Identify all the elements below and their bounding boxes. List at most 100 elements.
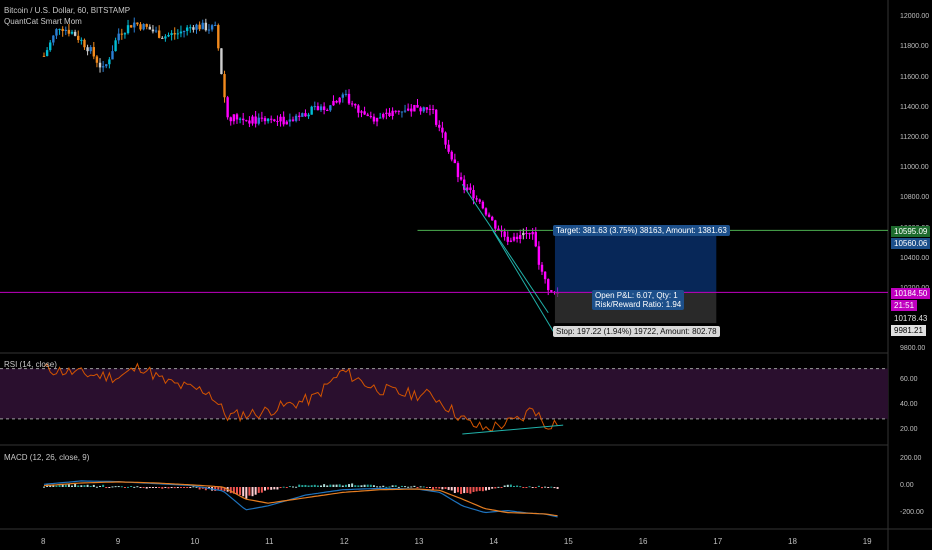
- trendline-lower[interactable]: [491, 229, 557, 336]
- macd-panel: [43, 480, 559, 518]
- macd-histogram-bar: [394, 485, 397, 487]
- macd-histogram-bar: [111, 486, 114, 488]
- rsi-panel: [0, 362, 888, 435]
- macd-histogram-bar: [351, 483, 354, 487]
- candle-body: [434, 109, 438, 125]
- candle-body: [453, 159, 457, 164]
- candle-body: [80, 39, 83, 41]
- candle-body: [279, 116, 282, 122]
- candle-body: [77, 35, 80, 41]
- candle-body: [49, 42, 52, 51]
- candle-body: [105, 64, 108, 67]
- macd-histogram-bar: [155, 487, 158, 488]
- macd-histogram-bar: [58, 485, 61, 487]
- rsi-line: [43, 362, 559, 432]
- price-tick-label: 10800.00: [900, 194, 930, 202]
- macd-histogram-bar: [506, 484, 509, 487]
- candle-body: [369, 116, 373, 118]
- macd-histogram-bar: [469, 487, 472, 494]
- macd-histogram-bar: [61, 484, 64, 487]
- candle-body: [70, 31, 74, 34]
- price-tick-label: 12000.00: [900, 13, 930, 21]
- macd-histogram-bar: [142, 487, 145, 488]
- macd-histogram-bar: [195, 486, 198, 488]
- macd-histogram-bar: [435, 487, 438, 489]
- macd-histogram-bar: [450, 487, 453, 491]
- countdown-tag: 21:51: [891, 300, 918, 311]
- price-tick-label: 10400.00: [900, 254, 930, 262]
- target-info-box[interactable]: Target: 381.63 (3.75%) 38163, Amount: 13…: [553, 225, 730, 236]
- candle-body: [129, 25, 133, 28]
- stop-info-box[interactable]: Stop: 197.22 (1.94%) 19722, Amount: 802.…: [553, 326, 720, 337]
- candle-body: [329, 105, 332, 111]
- macd-histogram-bar: [145, 487, 148, 489]
- macd-histogram-bar: [263, 487, 266, 491]
- candle-body: [117, 33, 120, 41]
- price-tag-10178: 10178.43: [891, 313, 931, 324]
- macd-histogram-bar: [500, 487, 503, 488]
- target-zone[interactable]: [554, 230, 717, 293]
- candle-body: [170, 33, 173, 35]
- candle-body: [189, 27, 192, 29]
- rsi-divergence-line[interactable]: [462, 424, 564, 435]
- candle-body: [388, 112, 391, 116]
- macd-histogram-bar: [288, 486, 291, 488]
- macd-histogram-bar: [475, 487, 478, 492]
- candle-body: [185, 27, 189, 31]
- candle-body: [133, 22, 136, 28]
- macd-histogram-bar: [556, 487, 559, 489]
- macd-histogram-bar: [89, 485, 92, 487]
- macd-histogram-bar: [242, 487, 245, 497]
- candle-body: [101, 66, 105, 68]
- macd-histogram-bar: [83, 485, 86, 487]
- macd-histogram-bar: [379, 486, 382, 488]
- candle-body: [192, 27, 195, 30]
- pnl-info-box[interactable]: Open P&L: 6.07, Qty: 1 Risk/Reward Ratio…: [592, 290, 685, 310]
- macd-tick-label: -200.00: [900, 508, 924, 516]
- macd-histogram-bar: [478, 487, 481, 491]
- candle-body: [450, 151, 453, 160]
- candle-body: [223, 74, 226, 98]
- time-tick-label: 16: [638, 537, 648, 546]
- candle-body: [288, 119, 292, 122]
- candle-body: [375, 117, 379, 122]
- time-tick-label: 15: [563, 537, 573, 546]
- candle-body: [354, 103, 357, 106]
- macd-histogram-bar: [151, 487, 154, 488]
- candle-body: [167, 34, 170, 37]
- price-tick-label: 11800.00: [900, 43, 929, 51]
- macd-histogram-bar: [161, 487, 164, 489]
- trendline-upper[interactable]: [461, 184, 549, 313]
- candle-body: [142, 24, 145, 30]
- candle-body: [254, 116, 257, 124]
- candle-body: [55, 29, 58, 36]
- macd-histogram-bar: [519, 486, 522, 488]
- candle-body: [139, 24, 142, 30]
- macd-histogram-bar: [416, 487, 419, 488]
- candle-body: [385, 112, 388, 114]
- candle-body: [136, 22, 139, 25]
- macd-histogram-bar: [447, 487, 450, 490]
- macd-histogram-bar: [292, 486, 294, 488]
- macd-histogram-bar: [282, 486, 285, 488]
- candle-body: [444, 132, 447, 145]
- position-tool[interactable]: [0, 184, 888, 336]
- candle-body: [431, 108, 435, 110]
- candle-body: [89, 47, 92, 52]
- candle-body: [92, 47, 95, 57]
- macd-histogram-bar: [320, 485, 323, 487]
- candle-body: [235, 114, 239, 120]
- candle-body: [213, 25, 217, 27]
- macd-histogram-bar: [164, 487, 167, 488]
- candle-body: [466, 187, 469, 190]
- macd-histogram-bar: [481, 487, 484, 492]
- candle-body: [45, 50, 49, 56]
- macd-histogram-bar: [466, 487, 469, 493]
- macd-histogram-bar: [279, 487, 282, 488]
- candle-body: [108, 59, 111, 65]
- macd-histogram-bar: [130, 486, 133, 488]
- candle-body: [447, 144, 450, 152]
- candle-body: [459, 177, 463, 180]
- macd-histogram-bar: [123, 487, 126, 488]
